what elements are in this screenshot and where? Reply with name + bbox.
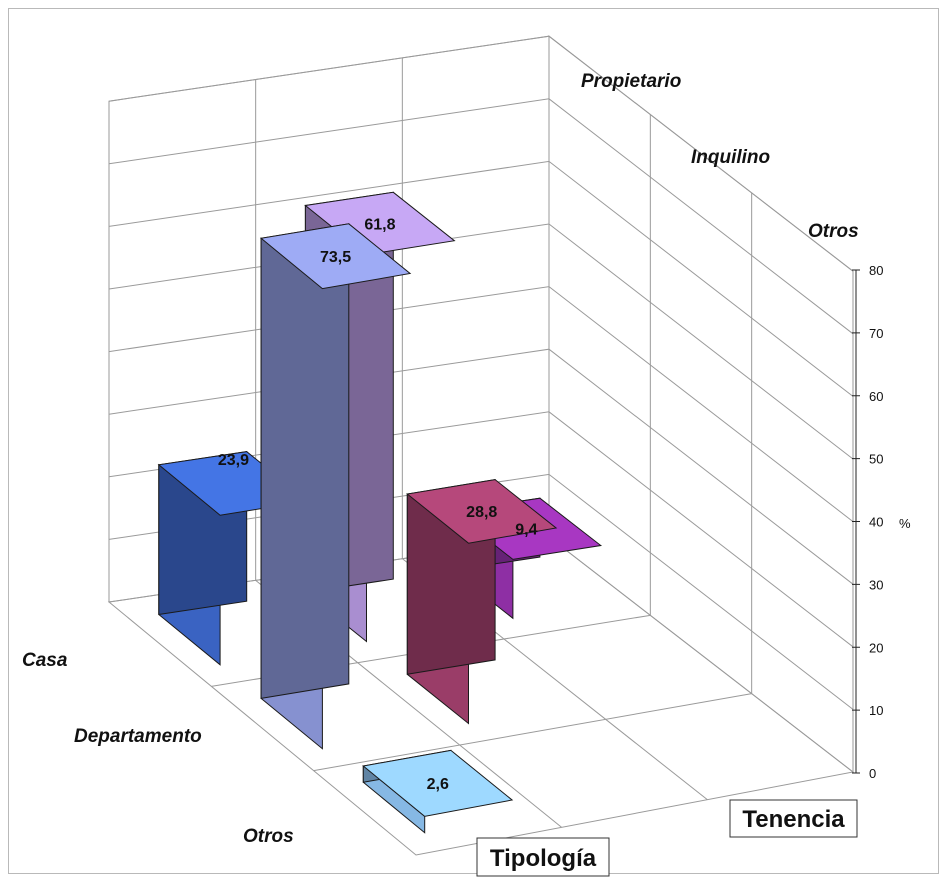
y-tick-label: 0: [869, 766, 876, 781]
bar-value-label: 61,8: [364, 216, 395, 233]
bar-value-label: 23,9: [218, 452, 249, 469]
y-tick-label: 10: [869, 703, 883, 718]
y-tick-label: 70: [869, 326, 883, 341]
y-tick-label: 30: [869, 577, 883, 592]
bars: [157, 191, 603, 834]
category-label: Otros: [243, 826, 294, 847]
labels: 9,4 61,8 28,8 23,9 73,5 2,6 Casa Departamento Ot…: [22, 71, 859, 877]
category-label: Departamento: [74, 726, 202, 747]
series-label: Otros: [808, 221, 859, 242]
series-label: Propietario: [581, 71, 681, 92]
y-axis-ticks: 0 10 20 30 40 50 60 70 80%: [852, 263, 911, 781]
y-unit-label: %: [899, 516, 911, 531]
bar-face-top: [406, 479, 558, 544]
x-axis-title: Tipología: [490, 845, 597, 872]
bar-departamento-inquilino: [406, 479, 558, 725]
bar-face-top: [362, 749, 514, 817]
bar-value-label: 9,4: [515, 522, 537, 539]
y-tick-label: 80: [869, 263, 883, 278]
bar-value-label: 28,8: [466, 504, 497, 521]
chart-walls: [107, 35, 855, 856]
bar-departamento-propietario: [259, 223, 412, 750]
x-axis-title-box: [476, 837, 610, 877]
bar-value-label: 73,5: [320, 249, 351, 266]
depth-axis-title: Tenencia: [742, 806, 845, 833]
gridline: [108, 223, 854, 460]
y-tick-label: 40: [869, 515, 883, 530]
y-tick-label: 60: [869, 389, 883, 404]
bar-face-side: [260, 223, 350, 699]
floor-line: [313, 693, 752, 772]
gridline: [108, 98, 854, 335]
gridline: [108, 160, 854, 397]
bar-face-top: [259, 223, 412, 290]
chart-frame: [8, 8, 939, 874]
bar-casa-propietario: [157, 451, 310, 666]
category-label: Casa: [22, 650, 68, 671]
y-tick-label: 50: [869, 452, 883, 467]
y-tick-label: 20: [869, 640, 883, 655]
series-label: Inquilino: [691, 147, 770, 168]
bar-value-label: 2,6: [427, 776, 449, 793]
bar-otros-propietario: [362, 749, 514, 834]
depth-axis-title-box: [729, 799, 858, 838]
